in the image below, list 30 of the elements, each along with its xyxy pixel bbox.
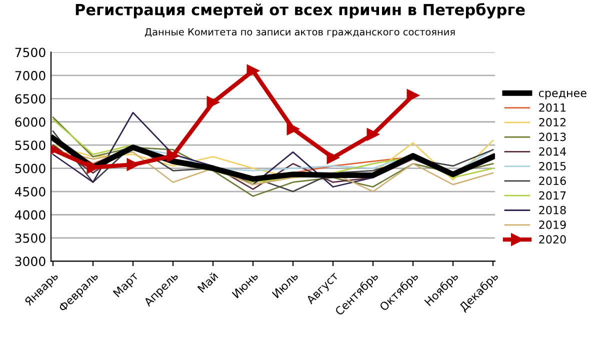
y-tick-label: 5500 — [15, 140, 46, 150]
legend-label: 2013 — [539, 132, 566, 142]
point — [326, 151, 340, 164]
legend-label: 2020 — [539, 235, 566, 244]
y-tick-label: 5000 — [15, 164, 46, 174]
legend-label: 2017 — [539, 191, 566, 200]
point — [206, 96, 220, 109]
legend-label: 2016 — [539, 176, 566, 186]
y-tick-label: 6000 — [15, 117, 46, 127]
point — [126, 158, 140, 171]
legend-label: 2018 — [539, 206, 566, 214]
legend-label: 2014 — [539, 147, 566, 156]
legend-label: 2015 — [539, 162, 566, 170]
point — [286, 122, 300, 136]
legend-label: 2012 — [539, 118, 566, 126]
y-tick-label: 3500 — [15, 233, 46, 243]
legend-label: 2011 — [539, 103, 566, 112]
y-tick-label: 4500 — [14, 187, 46, 196]
y-tick-label: 6500 — [15, 94, 46, 104]
y-tick-label: 7000 — [15, 70, 46, 80]
legend-label: 2019 — [539, 220, 566, 229]
legend-label: среднее — [538, 90, 586, 100]
point — [246, 64, 260, 78]
y-tick-label: 7500 — [15, 48, 46, 58]
y-tick-label: 3000 — [15, 256, 46, 266]
point — [366, 128, 380, 141]
chart-title: Регистрация смертей от всех причин в Петербурге — [76, 3, 525, 18]
chart-subtitle: Данные Комитета по записи актов гражданского состояния — [144, 28, 455, 38]
y-tick-label: 4000 — [14, 210, 46, 220]
point — [166, 150, 180, 162]
